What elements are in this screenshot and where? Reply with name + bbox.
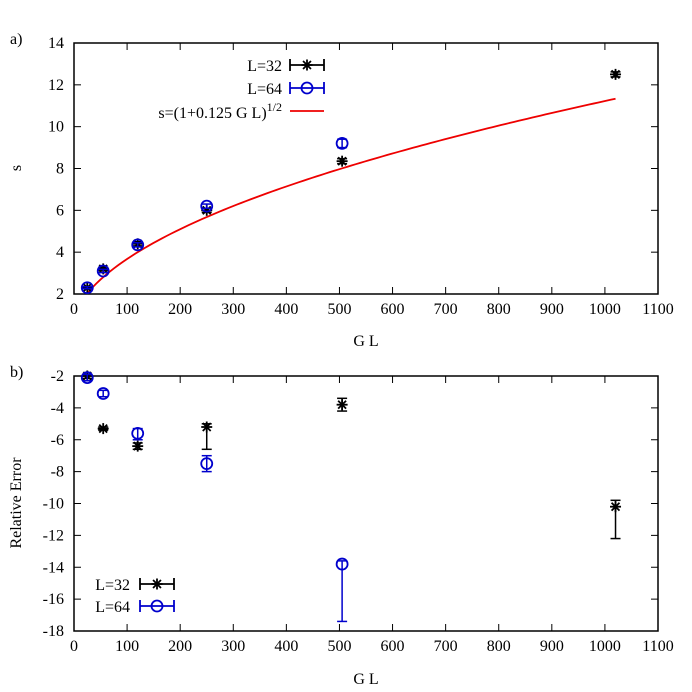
x-tick-label: 1000: [589, 301, 621, 318]
x-axis-label: G L: [353, 671, 378, 688]
x-tick-label: 800: [487, 301, 511, 318]
panel-b: b) G L Relative Error 0 100 200 300 400 500 60…: [8, 364, 674, 688]
legend-marker-series-l32: [301, 59, 313, 71]
series-l64-point: [335, 557, 349, 571]
series-l32-point: [336, 399, 348, 411]
legend: L=32 L=64 s=(1+0.125 G L)1/2: [158, 58, 325, 122]
x-tick-label: 500: [327, 301, 351, 318]
x-tick-label: 1100: [642, 638, 673, 655]
series-l64-point: [200, 457, 214, 471]
x-tick-label: 1100: [642, 301, 673, 318]
legend-label-fit: s=(1+0.125 G L)1/2: [158, 100, 282, 122]
fit-curve: [86, 97, 616, 294]
legend-label-l32: L=32: [95, 577, 130, 594]
series-l64-point: [335, 136, 349, 150]
points-layer: [80, 370, 622, 623]
y-tick-label: 2: [56, 286, 64, 303]
plot-frame: [73, 42, 659, 295]
fit-formula: s=(1+0.125 G L): [158, 105, 266, 122]
y-tick-label: -14: [43, 559, 64, 576]
x-tick-label: 800: [487, 638, 511, 655]
plot-frame: [73, 375, 659, 632]
legend-label-l64: L=64: [95, 599, 130, 616]
y-tick-label: -6: [51, 432, 64, 449]
legend-label-l64: L=64: [247, 81, 282, 98]
y-tick-label: -16: [43, 591, 64, 608]
legend-marker-series-l64: [300, 81, 314, 95]
panel-label: a): [10, 31, 22, 48]
series-l32-point: [132, 440, 144, 452]
fit-layer: [86, 97, 616, 294]
y-tick-label: 14: [48, 35, 64, 52]
series-l32-point: [336, 155, 348, 167]
x-tick-label: 100: [115, 301, 139, 318]
y-tick-label: 8: [56, 161, 64, 178]
x-tick-label: 600: [381, 638, 405, 655]
x-tick-label: 300: [221, 301, 245, 318]
series-l64-point: [80, 281, 94, 295]
y-tick-label: -18: [43, 623, 64, 640]
x-tick-label: 200: [168, 638, 192, 655]
y-tick-label: 6: [56, 202, 64, 219]
series-l32-point: [97, 423, 109, 435]
legend-marker-series-l32: [151, 578, 163, 590]
x-axis-label: G L: [353, 333, 378, 350]
x-tick-label: 400: [274, 638, 298, 655]
y-tick-label: -8: [51, 464, 64, 481]
panel-a: a) G L s 0 100 200 300 400 500 600 700 800 900 100…: [8, 31, 674, 350]
x-tick-label: 200: [168, 301, 192, 318]
series-l64-point: [80, 371, 94, 384]
y-tick-label: -4: [51, 400, 64, 417]
x-tick-label: 900: [540, 638, 564, 655]
series-l32-point: [610, 68, 622, 80]
points-layer: [80, 68, 622, 295]
y-tick-label: 4: [56, 244, 64, 261]
x-tick-label: 1000: [589, 638, 621, 655]
y-tick-label: -10: [43, 496, 64, 513]
y-axis-label: s: [8, 165, 25, 171]
x-tick-label: 500: [327, 638, 351, 655]
fit-exponent: 1/2: [267, 100, 282, 114]
x-tick-label: 300: [221, 638, 245, 655]
ticks-layer: 0 100 200 300 400 500 600 700 800 900 1000 1100 2 4 6 8…: [48, 35, 674, 318]
y-tick-label: 10: [48, 119, 64, 136]
panel-label: b): [10, 364, 23, 381]
y-tick-label: -2: [51, 368, 64, 385]
legend-marker-series-l64: [150, 599, 164, 613]
series-l64-point: [131, 426, 145, 440]
y-axis-label: Relative Error: [8, 457, 25, 549]
series-l64-point: [96, 387, 110, 400]
series-l64-point: [200, 199, 214, 213]
y-tick-label: -12: [43, 527, 64, 544]
series-l32-point: [201, 421, 213, 433]
series-l64-point: [131, 238, 145, 252]
series-l64-point: [96, 264, 110, 278]
x-tick-label: 700: [434, 301, 458, 318]
x-tick-label: 100: [115, 638, 139, 655]
x-tick-label: 600: [381, 301, 405, 318]
legend: L=32 L=64: [95, 577, 175, 616]
x-tick-label: 400: [274, 301, 298, 318]
legend-label-l32: L=32: [247, 58, 282, 75]
ticks-layer: 0 100 200 300 400 500 600 700 800 900 1000 1100 -2 -4…: [43, 368, 674, 655]
y-tick-label: 12: [48, 77, 64, 94]
x-tick-label: 900: [540, 301, 564, 318]
x-tick-label: 700: [434, 638, 458, 655]
x-tick-label: 0: [70, 638, 78, 655]
x-tick-label: 0: [70, 301, 78, 318]
series-l32-point: [610, 501, 622, 513]
